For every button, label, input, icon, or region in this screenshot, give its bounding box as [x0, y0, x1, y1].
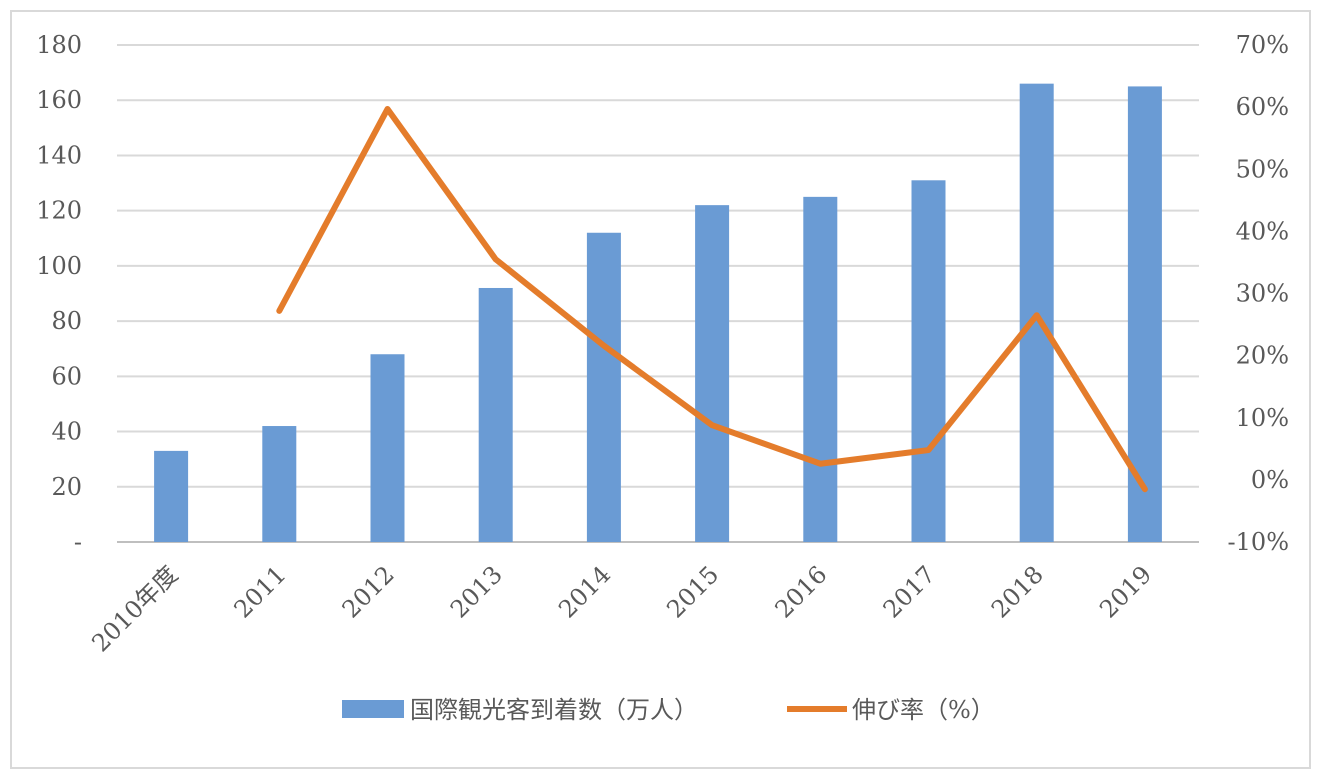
- left-tick-label: 40: [51, 418, 82, 446]
- right-tick-label: 0%: [1251, 466, 1289, 494]
- right-tick-label: 60%: [1236, 93, 1289, 121]
- x-tick-label: 2011: [229, 560, 292, 623]
- left-tick-label: 140: [36, 141, 82, 169]
- bar: [586, 232, 621, 542]
- chart-frame: - 20 40 60 80 100 120 140 160 180 -10% 0% 10% 20% 30%…: [10, 10, 1311, 769]
- left-axis-tick-labels: - 20 40 60 80 100 120 140 160 180: [36, 31, 82, 556]
- right-tick-label: -10%: [1228, 528, 1289, 556]
- combo-chart: - 20 40 60 80 100 120 140 160 180 -10% 0% 10% 20% 30%…: [36, 31, 1289, 724]
- x-tick-label: 2010年度: [86, 560, 183, 657]
- bar: [911, 180, 946, 543]
- growth-line: [276, 105, 1148, 493]
- bar: [478, 287, 513, 542]
- left-tick-label: 20: [51, 473, 82, 501]
- legend-bar-swatch: [342, 700, 404, 718]
- x-tick-label: 2016: [770, 560, 833, 623]
- bar: [370, 354, 405, 542]
- x-tick-label: 2013: [445, 560, 508, 623]
- bar-series: [154, 83, 1162, 543]
- left-tick-label: 80: [51, 307, 82, 335]
- x-tick-label: 2015: [661, 560, 724, 623]
- left-tick-label: -: [74, 528, 82, 556]
- right-tick-label: 20%: [1236, 342, 1289, 370]
- x-tick-label: 2014: [553, 560, 616, 623]
- left-tick-label: 120: [36, 197, 82, 225]
- right-axis-tick-labels: -10% 0% 10% 20% 30% 40% 50% 60% 70%: [1228, 31, 1289, 556]
- legend: 国際観光客到着数（万人） 伸び率（%）: [342, 696, 995, 724]
- gridlines: [117, 44, 1199, 543]
- right-tick-label: 50%: [1236, 155, 1289, 183]
- left-tick-label: 160: [36, 86, 82, 114]
- bar: [695, 205, 730, 542]
- x-tick-label: 2017: [878, 560, 941, 623]
- legend-line-label: 伸び率（%）: [852, 696, 995, 724]
- left-tick-label: 180: [36, 31, 82, 59]
- right-tick-label: 30%: [1236, 280, 1289, 308]
- x-axis-tick-labels: 2010年度 2011 2012 2013 2014 2015 2016 2017 2018 20…: [86, 560, 1157, 657]
- x-tick-label: 2012: [337, 560, 400, 623]
- x-tick-label: 2018: [986, 560, 1049, 623]
- line-series: [276, 105, 1148, 493]
- legend-bar-label: 国際観光客到着数（万人）: [410, 696, 698, 724]
- left-tick-label: 100: [36, 252, 82, 280]
- bar: [262, 426, 297, 542]
- right-tick-label: 10%: [1236, 404, 1289, 432]
- x-tick-label: 2019: [1094, 560, 1157, 623]
- left-tick-label: 60: [51, 362, 82, 390]
- right-tick-label: 40%: [1236, 217, 1289, 245]
- bar: [154, 450, 189, 542]
- bar: [803, 196, 838, 542]
- right-tick-label: 70%: [1236, 31, 1289, 59]
